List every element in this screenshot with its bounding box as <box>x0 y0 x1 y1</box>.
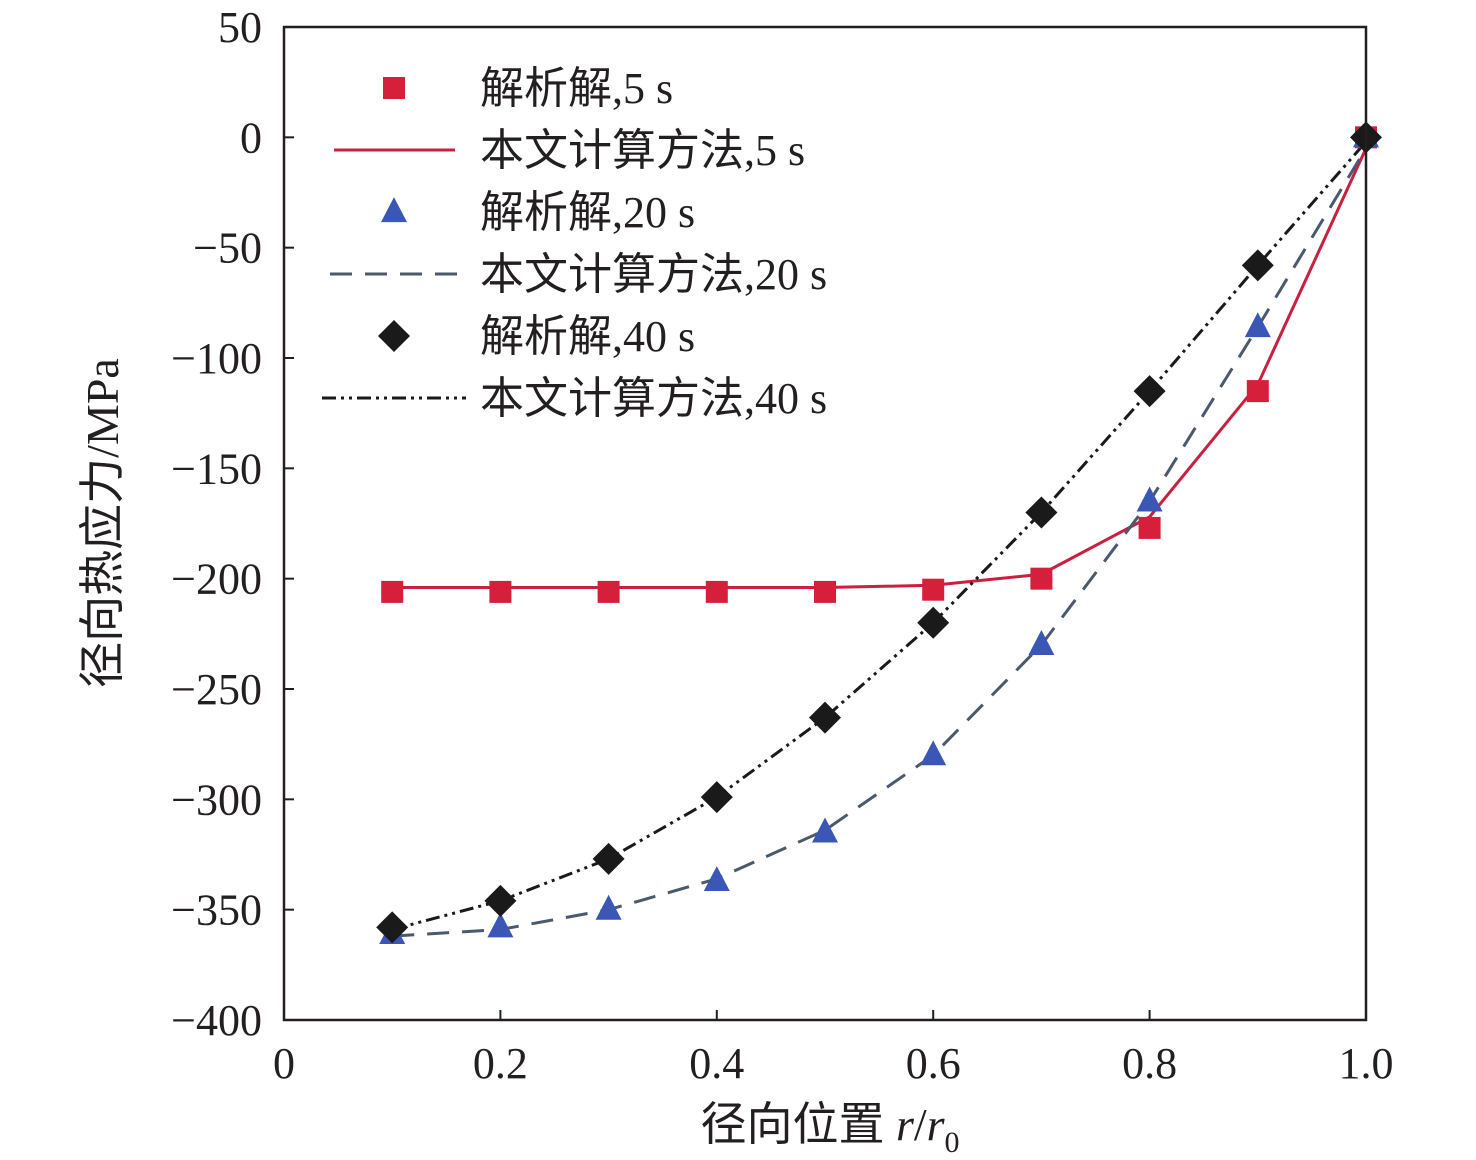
data-point-triangle <box>1244 312 1271 338</box>
data-point-triangle <box>487 912 514 938</box>
data-point-square <box>922 578 945 601</box>
x-axis-label: 径向位置 r/r0 <box>700 1099 959 1159</box>
x-tick-label: 0.4 <box>689 1039 744 1088</box>
y-tick-label: −350 <box>171 886 262 935</box>
legend-label: 本文计算方法,40 s <box>480 374 827 423</box>
x-tick-label: 1.0 <box>1339 1039 1394 1088</box>
data-point-square <box>1030 567 1053 590</box>
series-line-5 <box>391 140 1368 931</box>
legend-label: 解析解,40 s <box>480 312 695 361</box>
data-point-square <box>1138 516 1161 539</box>
legend-label: 解析解,5 s <box>480 64 673 113</box>
legend-label: 本文计算方法,20 s <box>480 250 827 299</box>
data-point-diamond <box>700 781 733 814</box>
data-point-diamond <box>1133 375 1166 408</box>
data-point-diamond <box>1025 496 1058 529</box>
data-point-diamond <box>484 884 517 917</box>
x-tick-label: 0 <box>273 1039 295 1088</box>
x-axis-ticks: 0 0.2 0.4 0.6 0.8 1.0 <box>273 1010 1394 1088</box>
data-point-square <box>597 580 620 603</box>
x-tick-label: 0.2 <box>473 1039 528 1088</box>
series-line-3 <box>392 147 1368 938</box>
legend-label: 本文计算方法,5 s <box>480 126 805 175</box>
data-point-square <box>381 580 404 603</box>
y-tick-label: −150 <box>171 444 262 493</box>
y-tick-label: −400 <box>171 996 262 1045</box>
data-point-square <box>489 580 512 603</box>
legend: 解析解,5 s 本文计算方法,5 s 解析解,20 s 本文计算方法,20 s 解析解,… <box>322 64 827 423</box>
data-point-diamond <box>592 842 625 875</box>
legend-marker-triangle <box>381 197 407 223</box>
series-markers <box>376 121 1382 945</box>
y-axis-label: 径向热应力/MPa <box>77 358 128 688</box>
data-point-square <box>1246 380 1269 403</box>
y-tick-label: −250 <box>171 665 262 714</box>
data-point-triangle <box>920 740 947 766</box>
data-point-triangle <box>703 866 730 892</box>
y-tick-label: −200 <box>171 555 262 604</box>
y-tick-label: −300 <box>171 775 262 824</box>
series-lines <box>391 140 1368 938</box>
y-tick-label: 50 <box>218 3 262 52</box>
data-point-diamond <box>376 911 409 944</box>
x-tick-label: 0.8 <box>1122 1039 1177 1088</box>
data-point-diamond <box>809 701 841 734</box>
series-line-1 <box>392 147 1368 589</box>
legend-marker-diamond <box>378 320 410 352</box>
data-point-diamond <box>917 606 950 639</box>
legend-label: 解析解,20 s <box>480 188 695 237</box>
y-tick-label: 0 <box>240 113 262 162</box>
data-point-triangle <box>812 817 838 843</box>
data-point-square <box>814 580 836 603</box>
data-point-diamond <box>1241 249 1274 282</box>
legend-marker-square <box>383 77 405 99</box>
data-point-triangle <box>1028 629 1055 655</box>
y-tick-label: −50 <box>193 224 262 273</box>
y-tick-label: −100 <box>171 334 262 383</box>
plot-frame <box>282 25 1368 1022</box>
y-axis-ticks: 50 0 −50 −100 −150 −200 −250 −300 −350 −400 <box>171 3 294 1045</box>
data-point-triangle <box>595 894 622 920</box>
data-point-triangle <box>1136 486 1163 512</box>
x-tick-label: 0.6 <box>906 1039 961 1088</box>
data-point-square <box>705 580 728 603</box>
